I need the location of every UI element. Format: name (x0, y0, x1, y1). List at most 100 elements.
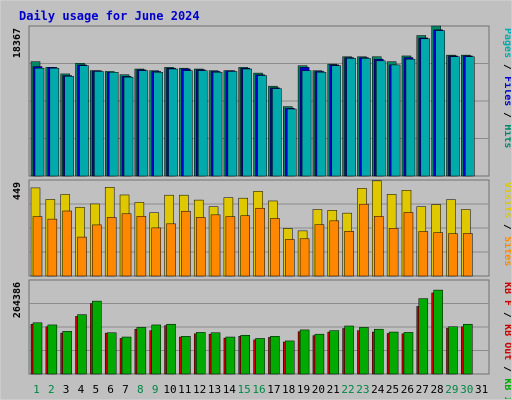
day-label-31: 31 (475, 383, 488, 396)
bar-kb-in-day-26 (403, 332, 414, 375)
day-label-30: 30 (460, 383, 473, 396)
bar-pages-day-6 (108, 72, 119, 177)
day-label-5: 5 (92, 383, 99, 396)
bar-pages-day-26 (405, 58, 416, 177)
bar-pages-day-17 (272, 88, 282, 177)
y-max-label: 264386 (12, 282, 23, 318)
bar-pages-day-12 (197, 70, 208, 177)
bar-sites-day-29 (448, 233, 458, 277)
bar-kb-in-day-3 (62, 331, 72, 375)
day-label-2: 2 (48, 383, 55, 396)
day-label-24: 24 (371, 383, 385, 396)
bar-sites-day-14 (225, 216, 236, 277)
bar-kb-in-day-16 (255, 338, 265, 375)
bar-kb-in-day-8 (136, 327, 147, 375)
legend-part: KB In (502, 378, 511, 399)
bar-sites-day-18 (285, 239, 295, 277)
bar-pages-day-28 (435, 30, 445, 177)
legend-part: / (502, 360, 511, 378)
bar-sites-day-23 (359, 203, 369, 277)
day-label-1: 1 (33, 383, 40, 396)
bar-kb-in-day-11 (181, 336, 191, 375)
legend-part: / (502, 218, 511, 236)
day-label-29: 29 (445, 383, 458, 396)
bar-sites-day-30 (463, 233, 473, 277)
bar-kb-in-day-29 (448, 326, 458, 375)
bar-sites-day-3 (62, 210, 72, 277)
bar-pages-day-7 (123, 76, 134, 177)
y-max-label: 449 (12, 182, 23, 200)
bar-sites-day-5 (92, 224, 102, 277)
bar-sites-day-21 (329, 220, 340, 277)
bar-pages-day-27 (420, 38, 431, 177)
bar-sites-day-12 (195, 217, 206, 277)
day-label-22: 22 (341, 383, 354, 396)
day-label-17: 17 (267, 383, 280, 396)
bar-pages-day-20 (316, 72, 327, 177)
day-label-23: 23 (356, 383, 369, 396)
graph-title: Daily usage for June 2024 (19, 9, 200, 23)
legend-part: Sites (502, 236, 511, 266)
bar-pages-day-25 (390, 64, 401, 177)
y-max-label: 18367 (12, 28, 23, 58)
bar-pages-day-23 (361, 58, 371, 177)
bar-kb-in-day-12 (195, 332, 206, 375)
bar-pages-day-3 (64, 76, 74, 177)
bar-kb-in-day-25 (388, 331, 399, 375)
bar-pages-day-11 (183, 70, 193, 177)
legend-kb-in-out: KB F / KB Out / KB In (502, 282, 511, 399)
legend-part: Hits (502, 124, 511, 148)
bar-pages-day-19 (301, 70, 312, 177)
bar-kb-in-day-17 (270, 336, 280, 375)
bar-sites-day-9 (151, 227, 161, 277)
bar-pages-day-24 (376, 60, 386, 177)
legend-part: Files (502, 76, 511, 106)
day-label-10: 10 (163, 383, 176, 396)
bar-kb-in-day-27 (418, 298, 429, 375)
legend-part: KB F (502, 282, 511, 306)
bar-sites-day-16 (255, 207, 265, 277)
bar-pages-day-1 (34, 67, 45, 177)
bar-kb-in-day-10 (166, 323, 176, 375)
bar-kb-in-day-30 (463, 323, 473, 375)
bar-kb-in-day-15 (240, 334, 250, 375)
bar-pages-day-16 (257, 75, 267, 177)
bar-kb-in-day-18 (285, 340, 295, 375)
bar-pages-day-14 (227, 71, 238, 177)
bar-pages-day-13 (212, 72, 223, 177)
bar-kb-in-day-9 (151, 324, 161, 375)
day-label-20: 20 (312, 383, 325, 396)
day-label-8: 8 (137, 383, 144, 396)
day-label-15: 15 (238, 383, 251, 396)
day-label-26: 26 (401, 383, 414, 396)
bar-kb-in-day-4 (77, 314, 87, 375)
legend-pages-files-hits: Pages / Files / Hits (502, 28, 511, 148)
legend-part: Pages (502, 28, 511, 58)
bar-sites-day-15 (240, 215, 250, 277)
bar-sites-day-24 (374, 216, 384, 277)
bar-sites-day-13 (210, 214, 221, 277)
bar-sites-day-25 (388, 228, 399, 277)
bar-sites-day-6 (106, 217, 117, 277)
legend-part: / (502, 58, 511, 76)
bar-sites-day-2 (47, 218, 58, 277)
bar-sites-day-1 (32, 216, 43, 277)
day-label-12: 12 (193, 383, 206, 396)
bar-pages-day-2 (49, 67, 60, 177)
legend-part: Visits (502, 182, 511, 218)
bar-sites-day-27 (418, 231, 429, 277)
day-label-25: 25 (386, 383, 399, 396)
bar-pages-day-29 (450, 56, 460, 177)
bar-sites-day-4 (77, 236, 87, 277)
bar-pages-day-15 (242, 68, 252, 177)
day-label-11: 11 (178, 383, 191, 396)
bar-pages-day-4 (79, 65, 89, 177)
day-label-4: 4 (78, 383, 85, 396)
bar-sites-day-7 (121, 213, 132, 277)
bar-sites-day-8 (136, 216, 147, 277)
bar-kb-in-day-21 (329, 330, 340, 375)
bar-pages-day-5 (94, 71, 104, 177)
day-label-28: 28 (430, 383, 443, 396)
bar-pages-day-22 (346, 58, 356, 177)
